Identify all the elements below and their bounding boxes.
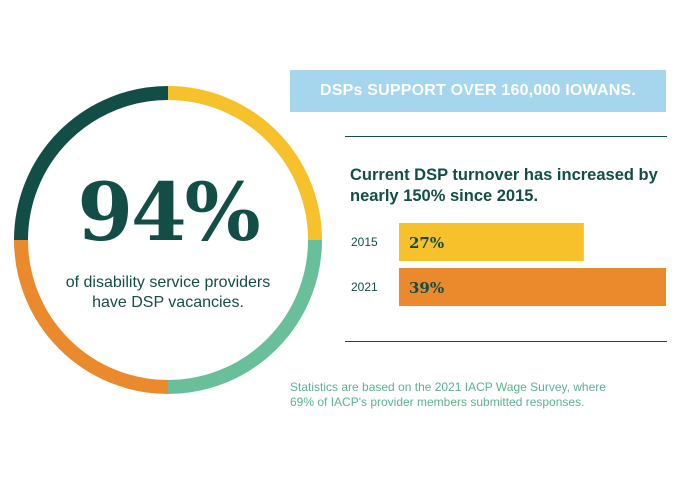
survey-footnote: Statistics are based on the 2021 IACP Wa… bbox=[290, 380, 667, 410]
turnover-heading-line-2: nearly 150% since 2015. bbox=[350, 187, 539, 205]
bar-2021 bbox=[399, 268, 666, 306]
caption-line-2: have DSP vacancies. bbox=[92, 294, 244, 311]
bar-value-label-2021: 39% bbox=[409, 279, 444, 297]
turnover-heading-line-1: Current DSP turnover has increased by bbox=[350, 166, 658, 184]
vacancy-caption: of disability service providers have DSP… bbox=[10, 273, 326, 313]
footnote-line-1: Statistics are based on the 2021 IACP Wa… bbox=[290, 380, 606, 394]
vacancy-percentage: 94% bbox=[77, 165, 260, 259]
ring-segment-4 bbox=[14, 86, 169, 241]
bar-2015 bbox=[399, 223, 584, 261]
ring-segment-1 bbox=[167, 86, 322, 241]
bar-value-label-2015: 27% bbox=[409, 234, 444, 252]
caption-line-1: of disability service providers bbox=[65, 274, 271, 291]
turnover-bar-chart: 2015 27% 2021 39% bbox=[351, 223, 666, 306]
ring-segment-2 bbox=[167, 239, 322, 394]
bar-category-label-2021: 2021 bbox=[351, 280, 378, 294]
footnote-line-2: 69% of IACP's provider members submitted… bbox=[290, 395, 585, 409]
banner-text: DSPs SUPPORT OVER 160,000 IOWANS. bbox=[319, 82, 637, 99]
top-divider bbox=[345, 136, 667, 137]
donut-ring bbox=[14, 86, 322, 394]
bottom-divider bbox=[345, 341, 667, 342]
iowans-banner: DSPs SUPPORT OVER 160,000 IOWANS. bbox=[290, 70, 666, 112]
bar-category-label-2015: 2015 bbox=[351, 235, 378, 249]
turnover-heading: Current DSP turnover has increased by ne… bbox=[350, 165, 672, 207]
ring-segment-3 bbox=[14, 239, 169, 394]
